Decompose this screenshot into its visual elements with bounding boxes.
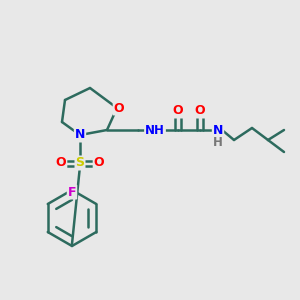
Text: H: H xyxy=(213,136,223,148)
Text: O: O xyxy=(56,157,66,169)
Text: O: O xyxy=(114,101,124,115)
Text: N: N xyxy=(75,128,85,142)
Text: O: O xyxy=(94,157,104,169)
Text: F: F xyxy=(68,185,76,199)
Text: S: S xyxy=(76,157,85,169)
Text: O: O xyxy=(195,104,205,118)
Text: O: O xyxy=(173,104,183,118)
Text: N: N xyxy=(213,124,223,136)
Text: NH: NH xyxy=(145,124,165,136)
